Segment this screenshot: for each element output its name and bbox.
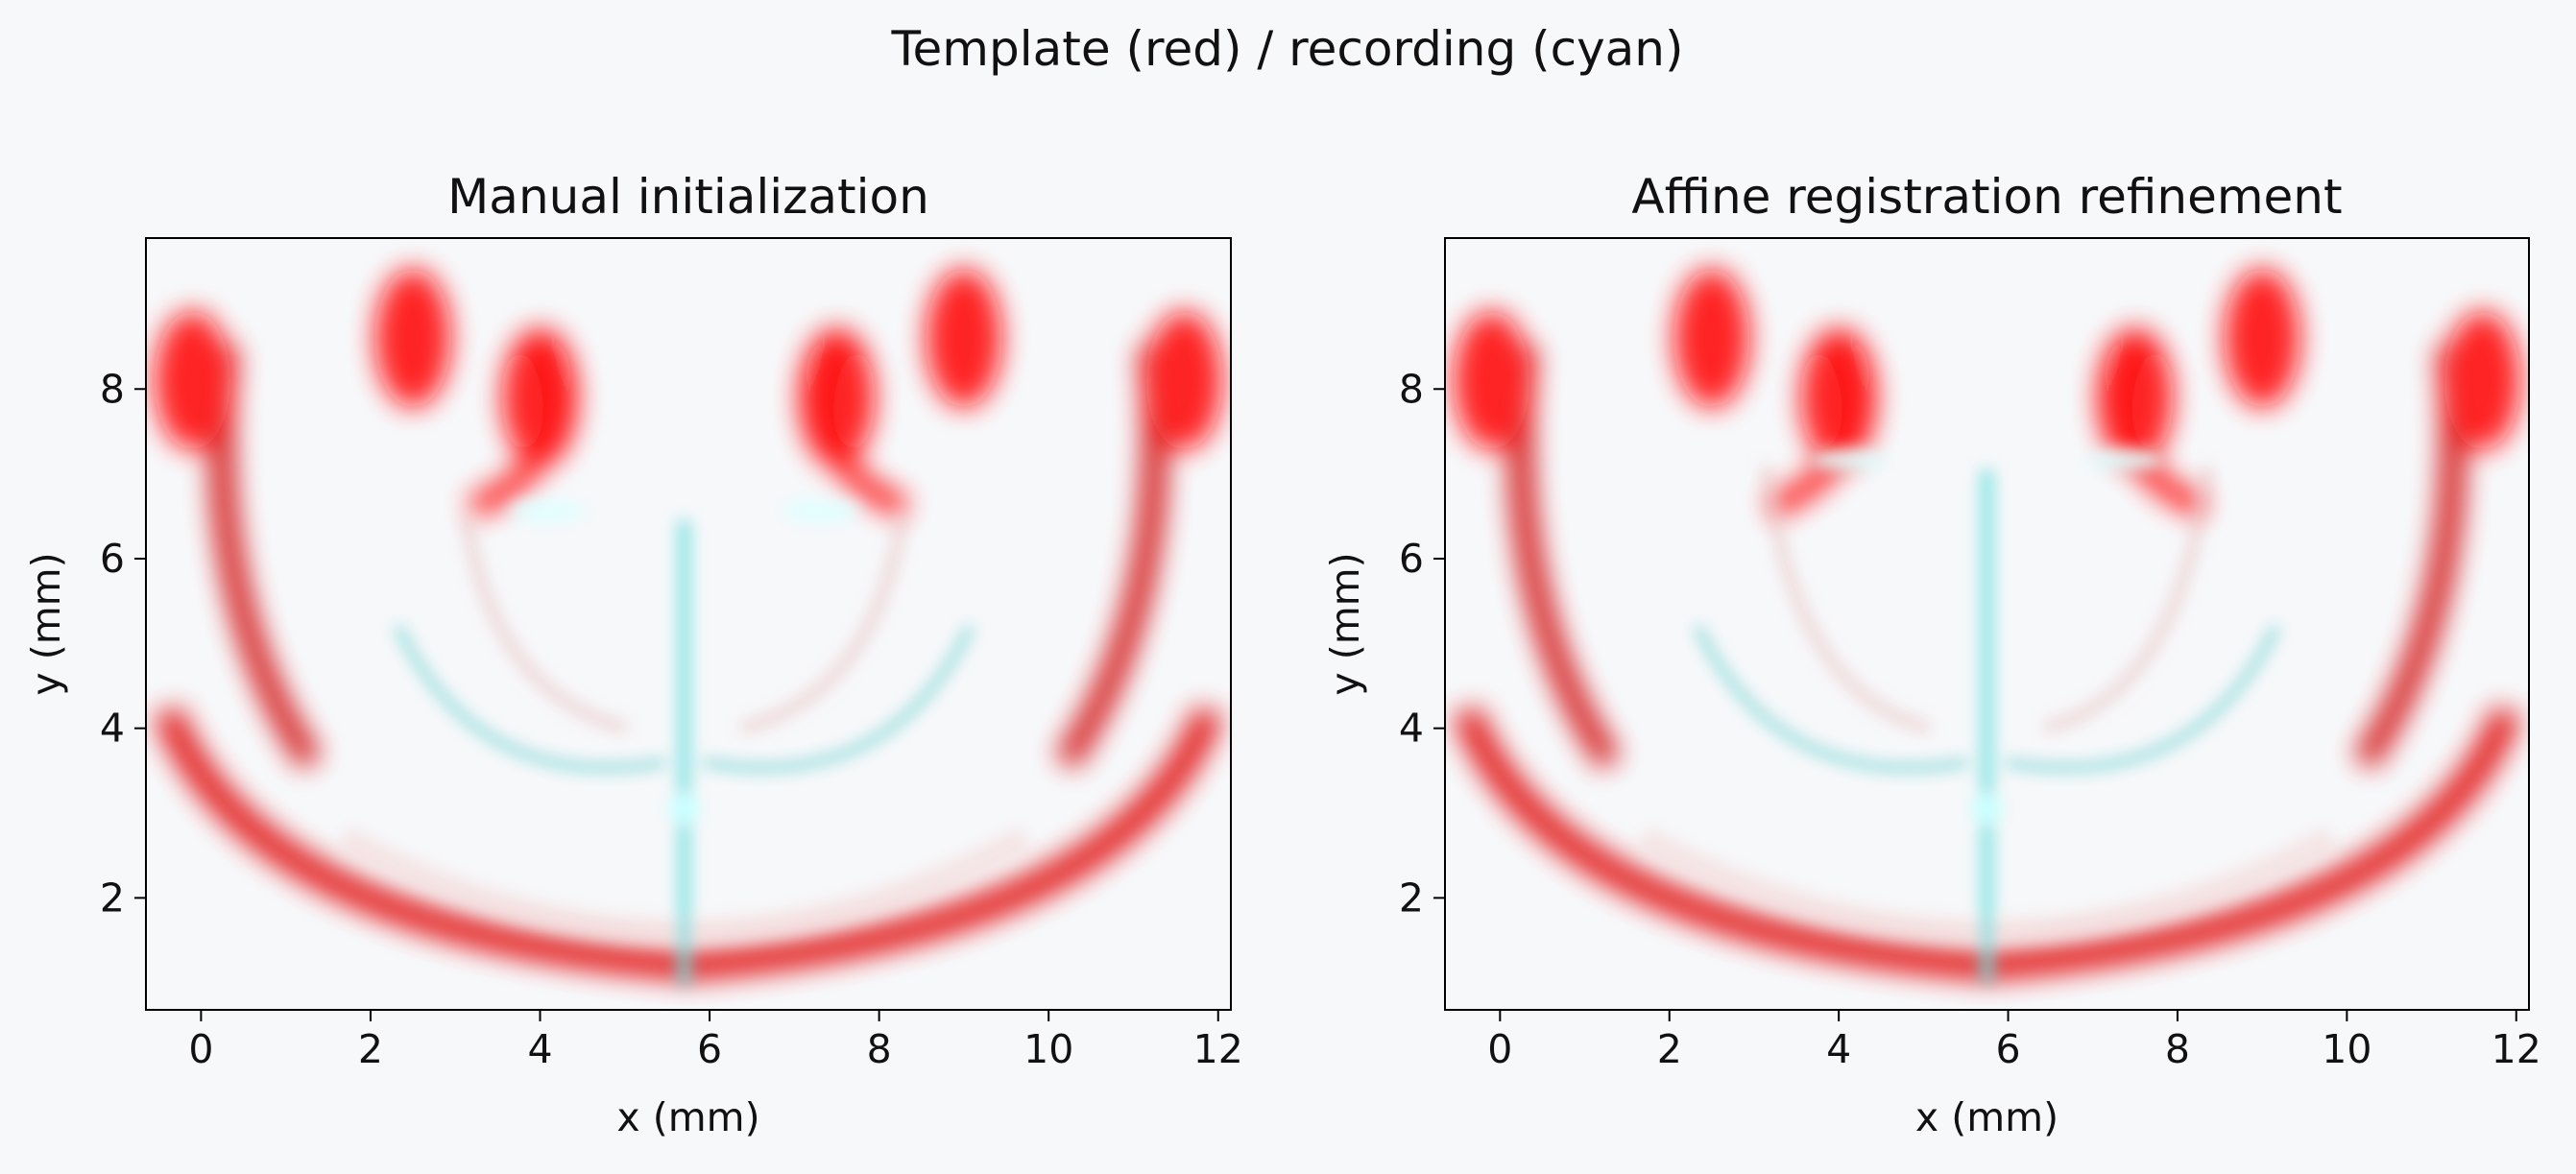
- y-axis-label: y (mm): [1322, 552, 1368, 695]
- x-tick-label: 0: [188, 1026, 213, 1072]
- panel-title: Manual initialization: [447, 169, 929, 225]
- recording-layer: [1636, 448, 2338, 983]
- x-tick-label: 6: [1996, 1026, 2021, 1072]
- recording-layer: [337, 499, 1031, 986]
- image-area: [1453, 268, 2521, 983]
- axes-frame: [1444, 237, 2530, 1011]
- x-tick-label: 12: [2492, 1026, 2541, 1072]
- x-axis-label: x (mm): [616, 1094, 759, 1140]
- image-area: [154, 268, 1223, 986]
- y-tick-label: 2: [1399, 875, 1424, 921]
- y-tick-label: 8: [1399, 366, 1424, 412]
- x-tick-label: 0: [1487, 1026, 1512, 1072]
- panel-manual-initialization: Manual initialization 0 2 4 6 8 10 12 2 4 6 8 x (mm)…: [23, 169, 1243, 1140]
- x-tick-label: 6: [697, 1026, 722, 1072]
- y-tick-label: 4: [1399, 706, 1424, 752]
- x-axis-label: x (mm): [1915, 1094, 2058, 1140]
- y-tick-label: 2: [100, 875, 125, 921]
- x-tick-label: 4: [1826, 1026, 1851, 1072]
- axes-frame: [145, 237, 1232, 1011]
- panel-title: Affine registration refinement: [1631, 169, 2342, 225]
- figure-suptitle: Template (red) / recording (cyan): [891, 21, 1684, 77]
- y-tick-label: 6: [100, 536, 125, 582]
- x-tick-label: 8: [2165, 1026, 2190, 1072]
- x-tick-label: 12: [1193, 1026, 1243, 1072]
- x-tick-label: 4: [527, 1026, 552, 1072]
- y-tick-label: 4: [100, 706, 125, 752]
- x-tick-label: 8: [867, 1026, 892, 1072]
- x-tick-label: 10: [1023, 1026, 1073, 1072]
- template-layer: [154, 268, 1223, 981]
- y-tick-label: 8: [100, 366, 125, 412]
- x-tick-label: 2: [1657, 1026, 1682, 1072]
- y-axis-label: y (mm): [23, 552, 69, 695]
- y-tick-label: 6: [1399, 536, 1424, 582]
- panel-affine-registration-refinement: Affine registration refinement 0 2 4 6 8 10 12 2…: [1322, 169, 2541, 1140]
- x-tick-label: 10: [2322, 1026, 2371, 1072]
- x-tick-label: 2: [358, 1026, 383, 1072]
